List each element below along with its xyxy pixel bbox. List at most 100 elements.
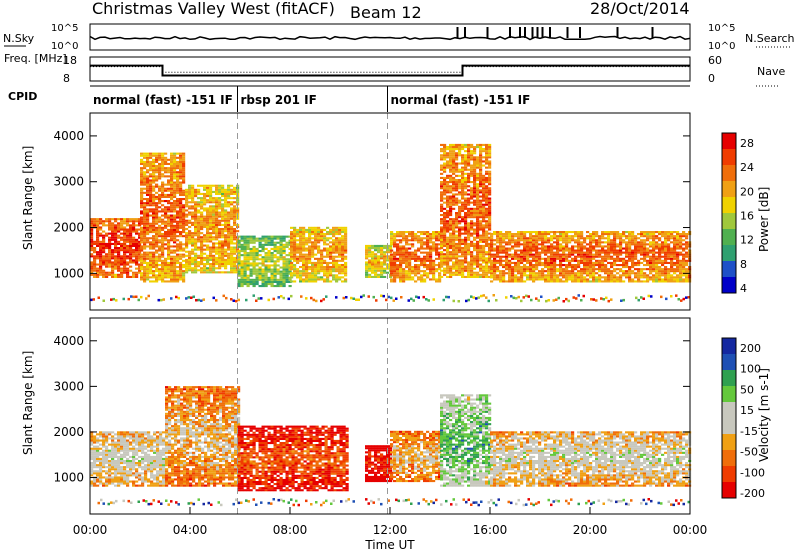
echo-cell xyxy=(607,245,611,248)
echo-cell xyxy=(559,270,563,273)
echo-cell xyxy=(414,259,418,262)
echo-cell xyxy=(311,268,315,271)
echo-cell xyxy=(344,237,348,240)
echo-cell xyxy=(114,265,118,268)
echo-cell xyxy=(553,255,557,258)
echo-cell xyxy=(440,150,444,153)
echo-cell xyxy=(411,270,415,273)
echo-cell xyxy=(158,165,162,168)
echo-cell xyxy=(440,253,444,256)
echo-cell xyxy=(270,254,274,257)
echo-cell xyxy=(598,270,602,273)
echo-cell xyxy=(341,251,345,254)
echo-cell xyxy=(571,264,575,267)
echo-cell xyxy=(452,201,456,204)
echo-cell xyxy=(111,255,115,258)
echo-cell xyxy=(417,235,421,238)
echo-cell xyxy=(317,261,321,264)
echo-cell xyxy=(299,276,303,279)
noise-left-tick-top: 10^5 xyxy=(51,23,78,34)
echo-cell xyxy=(482,267,486,270)
echo-cell xyxy=(550,274,554,277)
echo-cell xyxy=(143,257,147,260)
echo-cell xyxy=(188,207,192,210)
echo-cell xyxy=(158,220,162,223)
echo-cell xyxy=(583,264,587,267)
echo-cell xyxy=(440,275,444,278)
echo-cell xyxy=(470,226,474,229)
echo-cell xyxy=(161,241,165,244)
echo-cell xyxy=(589,255,593,258)
echo-cell xyxy=(311,237,315,240)
echo-cell xyxy=(482,265,486,268)
echo-cell xyxy=(344,228,348,231)
echo-cell xyxy=(194,263,198,266)
echo-cell xyxy=(443,261,447,264)
echo-cell xyxy=(449,197,453,200)
echo-cell xyxy=(170,173,174,176)
echo-cell xyxy=(329,245,333,248)
echo-cell xyxy=(227,261,231,264)
echo-cell xyxy=(550,251,554,254)
cpid-segment-label: normal (fast) -151 IF xyxy=(391,93,531,107)
echo-cell xyxy=(164,193,168,196)
echo-cell xyxy=(508,272,512,275)
echo-cell xyxy=(155,214,159,217)
echo-cell xyxy=(619,278,623,281)
echo-cell xyxy=(185,188,189,191)
echo-cell xyxy=(625,245,629,248)
echo-cell xyxy=(443,189,447,192)
echo-cell xyxy=(182,274,186,277)
echo-cell xyxy=(179,154,183,157)
echo-cell xyxy=(535,241,539,244)
echo-cell xyxy=(505,233,509,236)
echo-cell xyxy=(224,221,228,224)
echo-cell xyxy=(595,239,599,242)
echo-cell xyxy=(520,272,524,275)
echo-cell xyxy=(449,207,453,210)
echo-cell xyxy=(408,243,412,246)
echo-cell xyxy=(440,222,444,225)
echo-cell xyxy=(467,265,471,268)
echo-cell xyxy=(393,266,397,269)
echo-cell xyxy=(426,274,430,277)
echo-cell xyxy=(443,257,447,260)
echo-cell xyxy=(200,205,204,208)
echo-cell xyxy=(446,244,450,247)
echo-cell xyxy=(299,255,303,258)
echo-cell xyxy=(556,280,560,283)
echo-cell xyxy=(435,264,439,267)
echo-cell xyxy=(535,249,539,252)
echo-cell xyxy=(440,257,444,260)
echo-cell xyxy=(167,183,171,186)
echo-cell xyxy=(123,249,127,252)
echo-cell xyxy=(194,221,198,224)
echo-cell xyxy=(482,150,486,153)
echo-cell xyxy=(227,234,231,237)
echo-cell xyxy=(553,270,557,273)
echo-cell xyxy=(203,240,207,243)
echo-cell xyxy=(583,241,587,244)
echo-cell xyxy=(114,273,118,276)
echo-cell xyxy=(461,146,465,149)
echo-cell xyxy=(440,226,444,229)
echo-cell xyxy=(282,245,286,248)
echo-cell xyxy=(158,253,162,256)
echo-cell xyxy=(138,257,142,260)
echo-cell xyxy=(185,236,189,239)
echo-cell xyxy=(182,167,186,170)
echo-cell xyxy=(601,255,605,258)
echo-cell xyxy=(90,273,94,276)
echo-cell xyxy=(429,235,433,238)
echo-cell xyxy=(126,232,130,235)
echo-cell xyxy=(164,266,168,269)
echo-cell xyxy=(488,205,492,208)
echo-cell xyxy=(458,150,462,153)
echo-cell xyxy=(405,241,409,244)
echo-cell xyxy=(108,271,112,274)
echo-cell xyxy=(282,250,286,253)
echo-cell xyxy=(490,245,494,248)
echo-cell xyxy=(221,217,225,220)
echo-cell xyxy=(255,278,259,281)
echo-cell xyxy=(604,280,608,283)
